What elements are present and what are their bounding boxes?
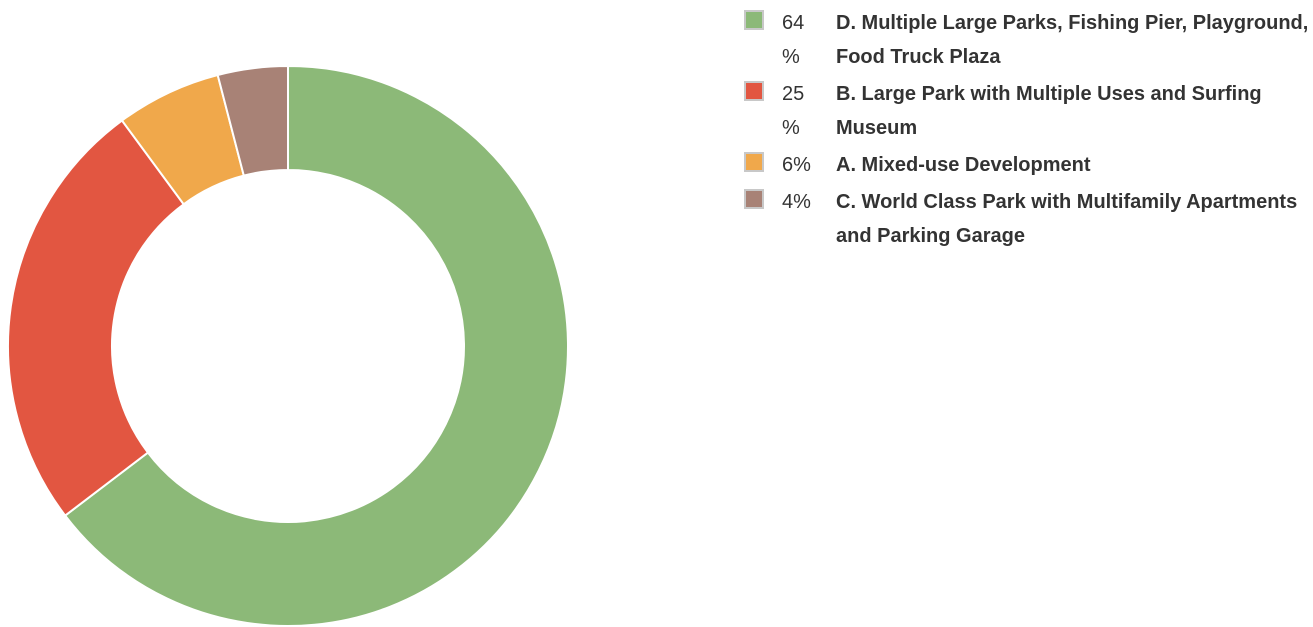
legend-item-d: 64 % D. Multiple Large Parks, Fishing Pi… — [744, 6, 1309, 74]
legend-swatch-b — [744, 81, 764, 101]
legend-label-b: B. Large Park with Multiple Uses and Sur… — [836, 83, 1262, 139]
legend-percent-d: 64 % — [782, 12, 805, 68]
legend-label-d: D. Multiple Large Parks, Fishing Pier, P… — [836, 12, 1309, 68]
legend-item-c: 4% C. World Class Park with Multifamily … — [744, 185, 1309, 253]
legend-percent-b: 25 % — [782, 83, 805, 139]
legend-item-a: 6% A. Mixed-use Development — [744, 148, 1309, 182]
legend-label-c: C. World Class Park with Multifamily Apa… — [836, 191, 1298, 247]
legend-swatch-c — [744, 189, 764, 209]
donut-slice-c — [216, 64, 289, 177]
chart-legend: 64 % D. Multiple Large Parks, Fishing Pi… — [744, 6, 1309, 256]
donut-slice-d — [63, 64, 569, 627]
legend-label-a: A. Mixed-use Development — [836, 154, 1091, 176]
legend-percent-a: 6% — [782, 154, 811, 176]
legend-percent-c: 4% — [782, 191, 811, 213]
legend-item-b: 25 % B. Large Park with Multiple Uses an… — [744, 77, 1309, 145]
donut-chart — [7, 64, 569, 627]
legend-swatch-a — [744, 152, 764, 172]
donut-slice-b — [7, 119, 186, 517]
legend-swatch-d — [744, 10, 764, 30]
